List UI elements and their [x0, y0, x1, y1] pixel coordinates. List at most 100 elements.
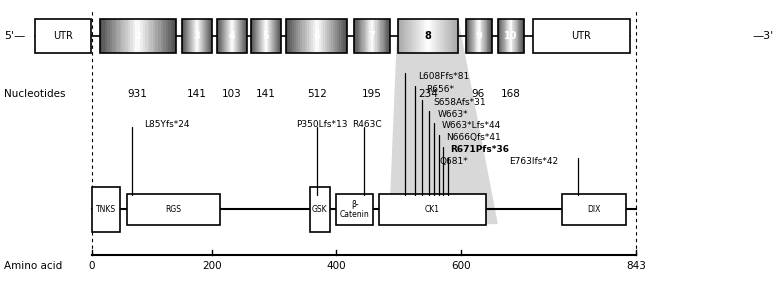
Bar [321, 19, 323, 53]
Bar [272, 19, 273, 53]
Bar [377, 19, 378, 53]
Bar [414, 19, 415, 53]
Bar [490, 19, 491, 53]
Bar [400, 19, 401, 53]
Bar [401, 19, 404, 53]
Bar [242, 19, 243, 53]
Bar [279, 19, 280, 53]
Bar [183, 19, 184, 53]
Bar [335, 19, 337, 53]
Bar [204, 19, 205, 53]
Bar [446, 19, 448, 53]
Bar [182, 19, 183, 53]
Bar [135, 19, 138, 53]
Bar [404, 19, 405, 53]
Bar [502, 19, 503, 53]
Bar [115, 19, 117, 53]
Text: UTR: UTR [572, 31, 591, 41]
Text: R656*: R656* [426, 85, 454, 94]
Bar [258, 19, 259, 53]
Bar [430, 19, 432, 53]
Bar [519, 19, 520, 53]
Bar [384, 19, 385, 53]
Bar [132, 19, 135, 53]
Bar [261, 19, 262, 53]
Bar [192, 19, 193, 53]
Bar [219, 19, 220, 53]
Bar [327, 19, 329, 53]
Bar [270, 19, 271, 53]
Bar [380, 19, 381, 53]
Bar [289, 19, 290, 53]
Bar [522, 19, 523, 53]
Bar [293, 19, 294, 53]
Bar [208, 19, 209, 53]
Bar [452, 19, 454, 53]
Bar [235, 19, 236, 53]
Bar [197, 19, 198, 53]
Text: 512: 512 [307, 89, 327, 99]
Bar [379, 194, 486, 225]
Bar [486, 19, 487, 53]
Bar [487, 19, 489, 53]
Bar [150, 19, 153, 53]
Bar [202, 19, 203, 53]
Bar [343, 19, 345, 53]
Bar [358, 19, 359, 53]
Bar [117, 19, 120, 53]
Bar [217, 19, 218, 53]
Text: R671Pfs*36: R671Pfs*36 [450, 145, 509, 154]
Bar [199, 19, 200, 53]
Text: 7: 7 [369, 31, 375, 41]
Bar [307, 19, 309, 53]
Text: 10: 10 [504, 31, 517, 41]
Bar [442, 19, 444, 53]
Bar [201, 19, 202, 53]
Text: 0: 0 [89, 261, 95, 271]
Bar [153, 19, 156, 53]
Bar [232, 19, 233, 53]
Bar [491, 19, 492, 53]
Bar [160, 19, 163, 53]
Bar [363, 19, 365, 53]
Bar [470, 19, 471, 53]
Bar [436, 19, 438, 53]
Bar [223, 19, 224, 53]
Bar [341, 19, 343, 53]
Bar [518, 19, 520, 53]
Bar [483, 19, 484, 53]
Bar [207, 19, 208, 53]
Bar [454, 19, 456, 53]
Bar [217, 19, 247, 53]
Text: W663*Lfs*44: W663*Lfs*44 [442, 122, 501, 130]
Bar [456, 19, 458, 53]
Text: GSK: GSK [312, 205, 328, 214]
Bar [274, 19, 275, 53]
Bar [234, 19, 235, 53]
Text: 2: 2 [135, 31, 141, 41]
Bar [523, 19, 524, 53]
Bar [243, 19, 244, 53]
Text: Amino acid: Amino acid [4, 261, 62, 271]
Bar [482, 19, 483, 53]
Bar [388, 19, 390, 53]
Bar [304, 19, 307, 53]
Bar [500, 19, 501, 53]
Bar [422, 19, 424, 53]
Text: 9: 9 [475, 31, 482, 41]
Bar [398, 19, 458, 53]
Text: L608Ffs*81: L608Ffs*81 [419, 72, 470, 81]
Bar [267, 19, 268, 53]
Bar [128, 19, 130, 53]
Bar [120, 19, 122, 53]
Bar [256, 19, 258, 53]
Bar [356, 19, 358, 53]
Text: E763Ifs*42: E763Ifs*42 [509, 157, 558, 166]
Bar [426, 19, 428, 53]
Bar [450, 19, 452, 53]
Bar [275, 19, 276, 53]
Bar [331, 19, 333, 53]
Bar [562, 194, 626, 225]
Bar [376, 19, 377, 53]
Bar [513, 19, 514, 53]
